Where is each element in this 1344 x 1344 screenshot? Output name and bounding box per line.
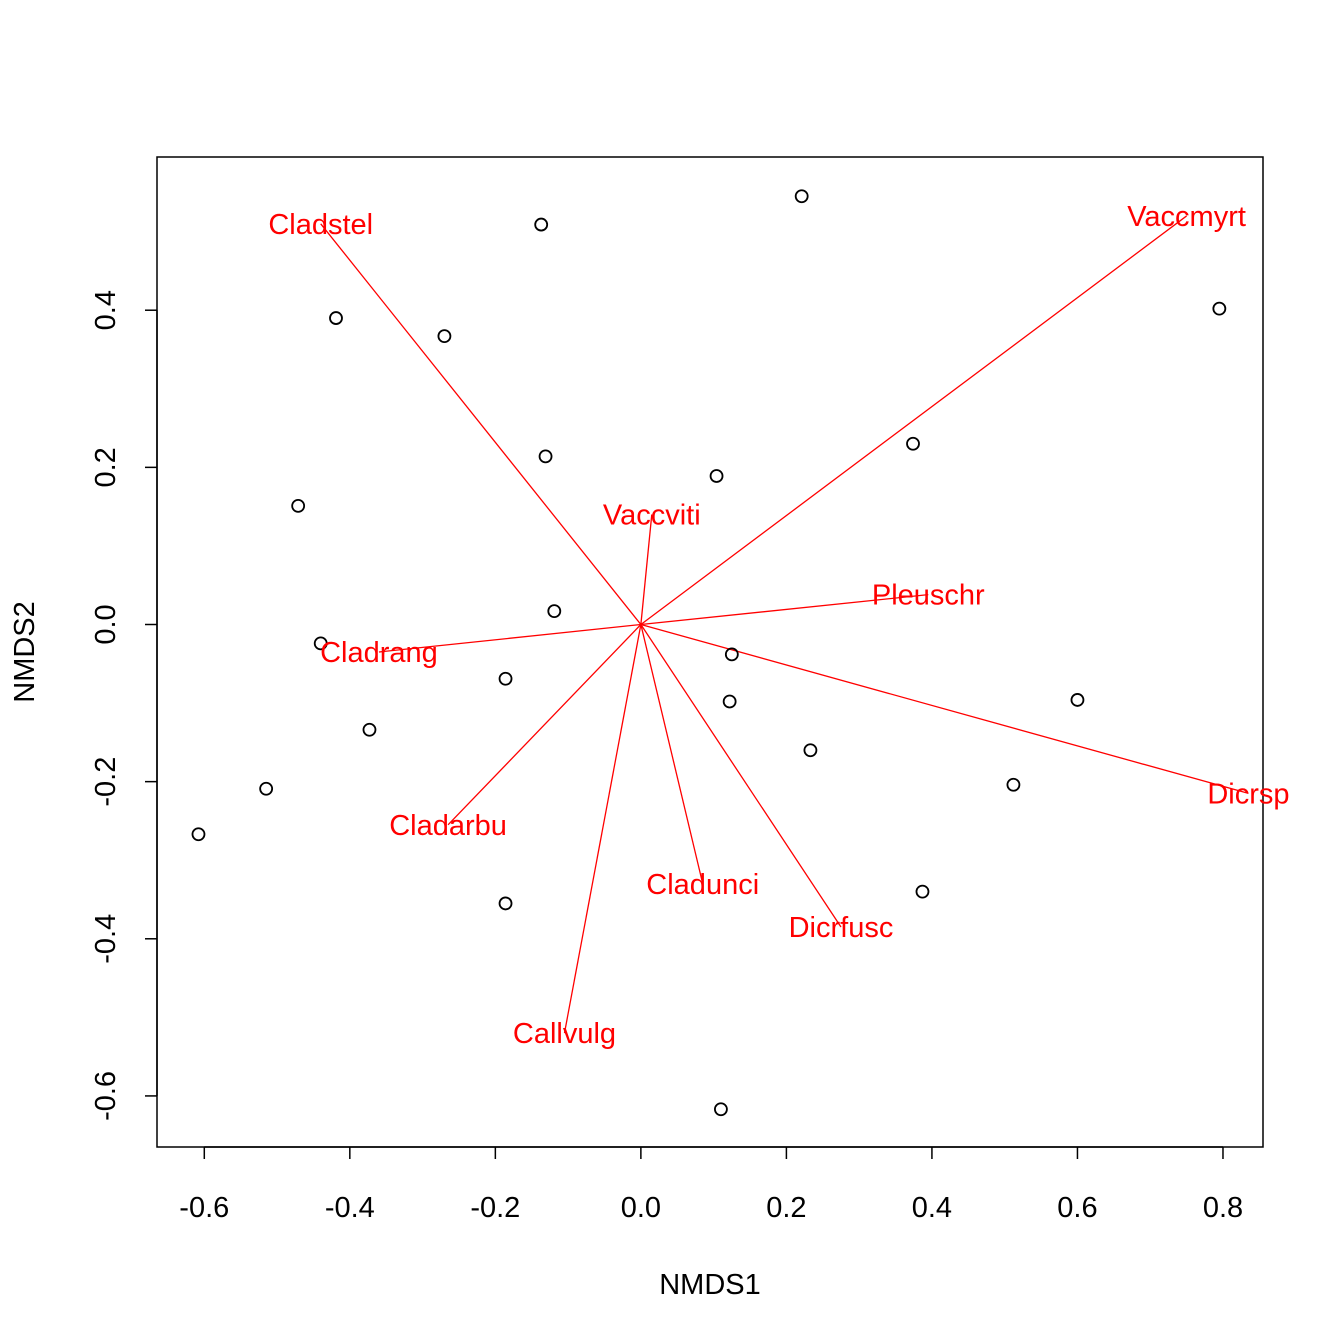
site-point — [547, 604, 562, 619]
x-tick-label: 0.4 — [912, 1192, 952, 1224]
species-vector — [640, 215, 1187, 626]
species-vector — [320, 223, 642, 625]
species-label: Dicrsp — [1207, 778, 1289, 810]
y-axis-title: NMDS2 — [9, 601, 41, 703]
x-tick-label: -0.2 — [470, 1192, 520, 1224]
site-point — [538, 449, 553, 464]
species-vector — [640, 624, 842, 928]
site-point — [259, 781, 274, 796]
site-point — [313, 636, 328, 651]
y-tick-label: 0.0 — [90, 604, 122, 644]
x-tick-label: 0.8 — [1203, 1192, 1243, 1224]
y-tick-label: 0.2 — [90, 447, 122, 487]
species-vector — [640, 514, 653, 625]
species-label: Cladrang — [320, 637, 438, 669]
species-label: Cladstel — [268, 209, 373, 241]
site-point — [1070, 693, 1085, 707]
species-label: Pleuschr — [872, 580, 985, 612]
y-tick-label: -0.4 — [90, 914, 122, 964]
species-label: Dicrfusc — [789, 912, 894, 944]
site-point — [291, 498, 306, 513]
site-point — [803, 743, 818, 758]
site-point — [329, 311, 343, 325]
x-axis-title: NMDS1 — [659, 1269, 761, 1301]
site-point — [714, 1102, 728, 1117]
species-label: Vaccviti — [603, 500, 701, 532]
species-vector — [640, 623, 1249, 795]
site-point — [191, 827, 206, 842]
species-vector — [563, 624, 642, 1034]
x-tick-label: 0.6 — [1057, 1192, 1097, 1224]
species-labels: Cladstel Vaccmyrt Vaccviti Pleuschr Cladrang… — [268, 201, 1289, 1050]
x-tick-label: -0.6 — [179, 1192, 229, 1224]
site-point — [724, 647, 739, 662]
site-point — [794, 189, 809, 204]
species-vector — [378, 623, 641, 653]
species-vectors — [320, 215, 1249, 1034]
site-points — [191, 189, 1227, 1117]
site-point — [915, 884, 930, 899]
species-vector — [640, 624, 704, 884]
site-point — [1212, 301, 1227, 316]
site-point — [1006, 777, 1021, 792]
y-tick-label: -0.2 — [90, 757, 122, 807]
x-tick-label: 0.0 — [621, 1192, 661, 1224]
site-point — [722, 694, 737, 709]
y-axis: -0.6 -0.4 -0.2 0.0 0.2 0.4 — [90, 290, 158, 1121]
x-axis: -0.6 -0.4 -0.2 0.0 0.2 0.4 0.6 0.8 — [179, 1146, 1243, 1224]
site-point — [709, 469, 724, 483]
y-tick-label: -0.6 — [90, 1071, 122, 1121]
site-point — [498, 671, 513, 686]
species-vector — [447, 624, 642, 826]
species-label: Cladarbu — [389, 810, 507, 842]
species-vector — [640, 593, 929, 626]
site-point — [906, 436, 920, 451]
x-tick-label: -0.4 — [325, 1192, 375, 1224]
site-point — [437, 329, 452, 344]
species-label: Cladunci — [646, 869, 759, 901]
site-point — [362, 722, 377, 737]
species-label: Vaccmyrt — [1127, 201, 1246, 233]
species-label: Callvulg — [513, 1018, 616, 1050]
x-tick-label: 0.2 — [766, 1192, 806, 1224]
site-point — [498, 896, 513, 911]
site-point — [534, 217, 549, 232]
y-tick-label: 0.4 — [90, 290, 122, 330]
